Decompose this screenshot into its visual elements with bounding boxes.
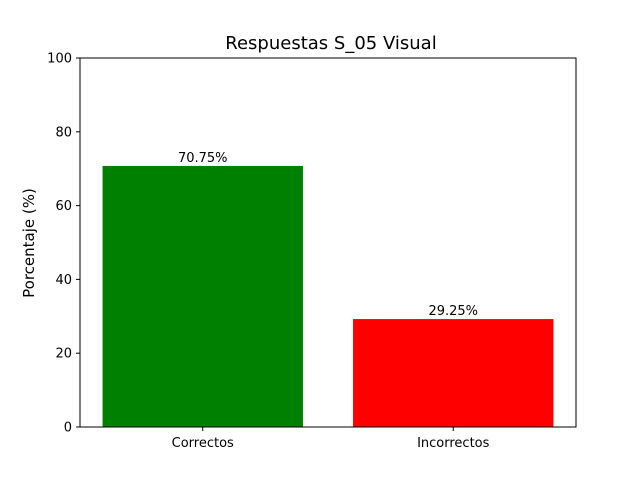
y-tick-label-40: 40 — [55, 273, 72, 288]
y-tick-label-80: 80 — [55, 125, 72, 140]
x-tick-label-incorrectos: Incorrectos — [417, 436, 490, 451]
x-tick-label-correctos: Correctos — [172, 436, 234, 451]
bars-group — [102, 165, 554, 427]
data-label-correctos: 70.75% — [178, 151, 228, 166]
bar-correctos — [102, 165, 303, 427]
data-label-incorrectos: 29.25% — [428, 304, 478, 319]
plot-frame — [79, 57, 577, 428]
y-tick-label-100: 100 — [47, 52, 72, 67]
y-tick-label-60: 60 — [55, 199, 72, 214]
y-axis-ticks: 0 20 40 60 80 100 — [47, 52, 80, 436]
y-tick-label-20: 20 — [55, 347, 72, 362]
x-axis-ticks: Correctos Incorrectos — [172, 427, 490, 451]
data-labels-group: 70.75% 29.25% — [178, 151, 478, 319]
y-axis-label: Porcentaje (%) — [20, 188, 38, 298]
chart-title: Respuestas S_05 Visual — [225, 33, 436, 54]
y-tick-label-0: 0 — [64, 421, 72, 436]
bar-incorrectos — [353, 319, 554, 427]
